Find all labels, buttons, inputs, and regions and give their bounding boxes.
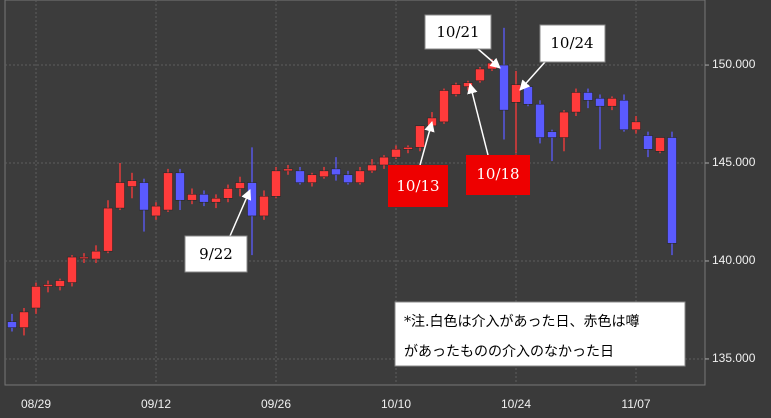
candle-body <box>283 168 293 172</box>
candle-body <box>631 121 641 130</box>
candle-body <box>163 172 173 211</box>
candle-body <box>319 170 329 177</box>
annotation-text: 10/18 <box>476 165 519 183</box>
candle-body <box>355 170 365 183</box>
y-tick-label: 140.000 <box>712 253 756 267</box>
annotation-text: 10/13 <box>396 177 439 195</box>
candle-body <box>19 311 29 328</box>
candle-body <box>367 164 377 172</box>
candle-body <box>247 182 257 217</box>
candle-body <box>523 86 533 105</box>
annotation-text: 10/21 <box>436 23 479 41</box>
candle-body <box>583 92 593 101</box>
annotation: 10/24 <box>539 24 606 63</box>
arrow <box>519 61 546 91</box>
candle-body <box>403 147 413 150</box>
annotation: 10/18 <box>466 155 530 195</box>
candle-body <box>79 256 89 259</box>
annotation: 9/22 <box>184 235 248 273</box>
candle-body <box>343 174 353 183</box>
candle-body <box>307 174 317 183</box>
candle-body <box>139 182 149 211</box>
candle-body <box>643 135 653 150</box>
arrow <box>477 48 501 69</box>
y-tick-label: 135.000 <box>712 351 756 365</box>
x-tick-label: 08/29 <box>21 397 51 411</box>
candle-body <box>571 92 581 113</box>
candle-body <box>667 137 677 244</box>
candle-body <box>7 321 17 328</box>
candle-body <box>55 280 65 287</box>
candle-body <box>547 131 557 138</box>
candle-body <box>475 68 485 81</box>
candle-body <box>127 180 137 187</box>
candle-body <box>187 194 197 201</box>
candle-body <box>415 125 425 148</box>
candle-body <box>67 256 77 283</box>
y-tick-label: 150.000 <box>712 57 756 71</box>
candle-body <box>535 103 545 138</box>
candle-body <box>235 182 245 189</box>
candle-body <box>175 172 185 201</box>
candle-body <box>607 98 617 107</box>
x-tick-label: 10/10 <box>381 397 411 411</box>
candle-body <box>199 194 209 203</box>
candle-body <box>379 156 389 166</box>
candle-body <box>91 250 101 260</box>
candle-body <box>115 182 125 209</box>
candle-body <box>511 84 521 103</box>
candle-body <box>331 168 341 176</box>
candle-body <box>211 198 221 203</box>
candle-body <box>271 170 281 197</box>
candle-body <box>31 286 41 309</box>
candle-body <box>559 111 569 138</box>
candle-body <box>295 170 305 183</box>
x-tick-label: 09/12 <box>141 397 171 411</box>
candle-body <box>43 284 53 287</box>
x-tick-label: 11/07 <box>621 397 650 411</box>
candle-body <box>595 98 605 107</box>
note-line: *注.白色は介入があった日、赤色は噂 <box>404 313 639 330</box>
candle-body <box>655 137 665 152</box>
candle-body <box>499 64 509 111</box>
candle-body <box>391 149 401 158</box>
y-tick-label: 145.000 <box>712 155 756 169</box>
note-box: *注.白色は介入があった日、赤色は噂 があったものの介入のなかった日 <box>394 301 686 367</box>
annotation: 10/13 <box>388 165 448 207</box>
arrow <box>467 82 489 156</box>
arrow <box>229 189 252 237</box>
candle-body <box>619 100 629 130</box>
candle-body <box>439 90 449 123</box>
annotation: 10/21 <box>424 14 492 50</box>
x-tick-label: 09/26 <box>261 397 291 411</box>
candle-body <box>223 188 233 199</box>
candle-body <box>103 207 113 252</box>
annotation-text: 10/24 <box>550 34 593 52</box>
arrow <box>419 120 435 166</box>
candle-body <box>451 84 461 95</box>
candle-body <box>151 205 161 217</box>
candle-body <box>259 196 269 217</box>
x-tick-label: 10/24 <box>501 397 531 411</box>
annotation-text: 9/22 <box>199 245 233 263</box>
note-line: があったものの介入のなかった日 <box>404 344 614 360</box>
